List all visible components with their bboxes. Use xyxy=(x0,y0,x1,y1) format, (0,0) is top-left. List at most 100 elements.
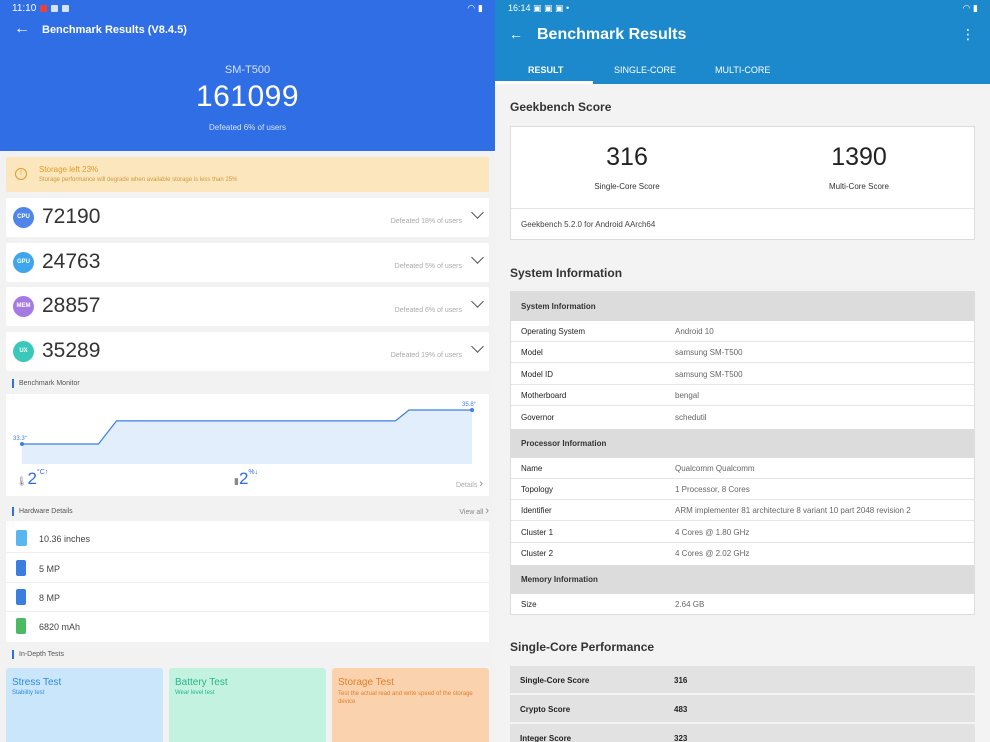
system-information-title: System Information xyxy=(510,266,623,280)
tab-single-core[interactable]: SINGLE-CORE xyxy=(614,65,677,75)
battery-test-subtitle: Wear level test xyxy=(175,690,215,696)
row-value: 4 Cores @ 2.02 GHz xyxy=(675,549,750,558)
battery-icon: ▮ xyxy=(234,476,239,486)
status-bar: 11:10 xyxy=(12,3,70,14)
details-link[interactable]: Details › xyxy=(456,478,483,490)
status-bar: 16:14 ▣ ▣ ▣ • xyxy=(508,3,569,14)
row-key: Integer Score xyxy=(520,734,572,742)
geekbench-pane: 16:14 ▣ ▣ ▣ • ◠ ▮ ← Benchmark Results ⋮ … xyxy=(495,0,990,742)
back-arrow-icon[interactable]: ← xyxy=(14,20,30,37)
score-row-mem[interactable]: MEM 28857 Defeated 6% of users xyxy=(6,287,489,326)
single-core-performance-title: Single-Core Performance xyxy=(510,640,655,654)
chevron-right-icon: › xyxy=(479,478,483,490)
ux-badge: UX xyxy=(13,341,34,362)
stress-test-title: Stress Test xyxy=(12,677,62,688)
hardware-details-title: Hardware Details xyxy=(12,507,73,516)
list-item: 8 MP xyxy=(6,583,489,612)
row-value: 316 xyxy=(674,676,688,685)
storage-test-tile[interactable]: Storage Test Test the actual read and wr… xyxy=(332,668,489,742)
row-value: Qualcomm Qualcomm xyxy=(675,464,755,473)
geekbench-header: 16:14 ▣ ▣ ▣ • ◠ ▮ ← Benchmark Results ⋮ … xyxy=(495,0,990,84)
table-group-header: Processor Information xyxy=(511,429,974,458)
mem-score: 28857 xyxy=(42,294,101,317)
cpu-score: 72190 xyxy=(42,205,101,228)
gpu-defeated: Defeated 5% of users xyxy=(394,263,462,270)
status-time: 16:14 xyxy=(508,3,531,13)
battery-test-tile[interactable]: Battery Test Wear level test xyxy=(169,668,326,742)
group-header-label: System Information xyxy=(521,302,596,311)
table-row: Topology 1 Processor, 8 Cores xyxy=(511,479,974,500)
battery-icon: ▮ xyxy=(478,3,483,13)
score-row-ux[interactable]: UX 35289 Defeated 19% of users xyxy=(6,332,489,371)
thermometer-icon: 🌡 xyxy=(16,476,28,486)
tab-result[interactable]: RESULT xyxy=(528,65,564,75)
table-row: Model ID samsung SM-T500 xyxy=(511,364,974,385)
benchmark-monitor[interactable]: 33.3° 35.8° 🌡 2 °C↑ ▮2%↓ Details › xyxy=(6,394,489,496)
notification-icon xyxy=(40,5,48,12)
notification-icon: ▣ ▣ ▣ • xyxy=(533,3,570,13)
table-row: Size 2.64 GB xyxy=(511,594,974,615)
rear-camera-icon xyxy=(16,589,26,605)
table-row: Integer Score 323 xyxy=(510,724,975,742)
gpu-score: 24763 xyxy=(42,250,101,273)
end-temp-label: 35.8° xyxy=(462,402,477,408)
status-icons: ◠ ▮ xyxy=(963,3,978,14)
tab-multi-core[interactable]: MULTI-CORE xyxy=(715,65,771,75)
chevron-down-icon[interactable] xyxy=(471,295,484,308)
battery-test-title: Battery Test xyxy=(175,677,228,688)
chevron-down-icon[interactable] xyxy=(471,251,484,264)
warning-message: Storage performance will degrade when av… xyxy=(39,177,238,183)
view-all-link[interactable]: View all › xyxy=(459,505,489,517)
row-key: Motherboard xyxy=(521,391,567,400)
multi-core-score: 1390 xyxy=(831,143,887,171)
score-row-cpu[interactable]: CPU 72190 Defeated 18% of users xyxy=(6,198,489,237)
image-icon xyxy=(62,5,70,12)
screen-icon xyxy=(16,530,27,546)
system-information-table: System Information Operating System Andro… xyxy=(510,291,975,615)
back-arrow-icon[interactable]: ← xyxy=(509,26,523,42)
row-value: 4 Cores @ 1.80 GHz xyxy=(675,528,750,537)
screen-size: 10.36 inches xyxy=(39,534,91,544)
chevron-down-icon[interactable] xyxy=(471,340,484,353)
chevron-down-icon[interactable] xyxy=(471,206,484,219)
start-point xyxy=(20,442,24,446)
temperature-chart: 33.3° 35.8° xyxy=(13,402,477,464)
table-row: Motherboard bengal xyxy=(511,385,974,406)
storage-warning[interactable]: ! Storage left 23% Storage performance w… xyxy=(6,157,489,192)
table-row: Crypto Score 483 xyxy=(510,695,975,723)
total-score: 161099 xyxy=(195,80,300,113)
page-title: Benchmark Results (V8.4.5) xyxy=(42,24,187,36)
battery-icon: ▮ xyxy=(973,3,978,13)
temperature-area xyxy=(22,410,472,464)
status-icons: ◠ ▮ xyxy=(467,3,483,14)
details-label: Details xyxy=(455,482,478,489)
row-key: Size xyxy=(521,600,537,609)
wifi-icon: ◠ xyxy=(467,3,476,13)
temperature-line xyxy=(22,409,472,445)
temp-unit: °C↑ xyxy=(36,469,49,476)
row-key: Operating System xyxy=(521,327,586,336)
end-point xyxy=(470,408,474,412)
list-item: 10.36 inches xyxy=(6,524,489,553)
row-key: Topology xyxy=(521,485,554,494)
multi-core-label: Multi-Core Score xyxy=(828,182,889,191)
group-header-label: Processor Information xyxy=(521,439,607,448)
warning-title: Storage left 23% xyxy=(39,165,99,174)
active-tab-indicator xyxy=(495,81,593,84)
table-group-header: System Information xyxy=(511,292,974,321)
battery-value: 2 xyxy=(238,469,249,488)
rear-camera: 8 MP xyxy=(39,593,61,603)
overflow-menu-icon[interactable]: ⋮ xyxy=(961,26,975,42)
table-row: Identifier ARM implementer 81 architectur… xyxy=(511,500,974,521)
score-row-gpu[interactable]: GPU 24763 Defeated 5% of users xyxy=(6,243,489,282)
stress-test-tile[interactable]: Stress Test Stability test xyxy=(6,668,163,742)
row-value: 1 Processor, 8 Cores xyxy=(675,485,750,494)
table-row: Model samsung SM-T500 xyxy=(511,342,974,363)
battery-drop: ▮2%↓ xyxy=(234,469,258,489)
benchmark-monitor-title: Benchmark Monitor xyxy=(12,379,80,388)
wifi-icon: ◠ xyxy=(962,3,971,13)
total-defeated: Defeated 6% of users xyxy=(209,123,286,132)
row-key: Identifier xyxy=(521,506,552,515)
hardware-list: 10.36 inches 5 MP 8 MP 6820 mAh xyxy=(6,521,489,642)
